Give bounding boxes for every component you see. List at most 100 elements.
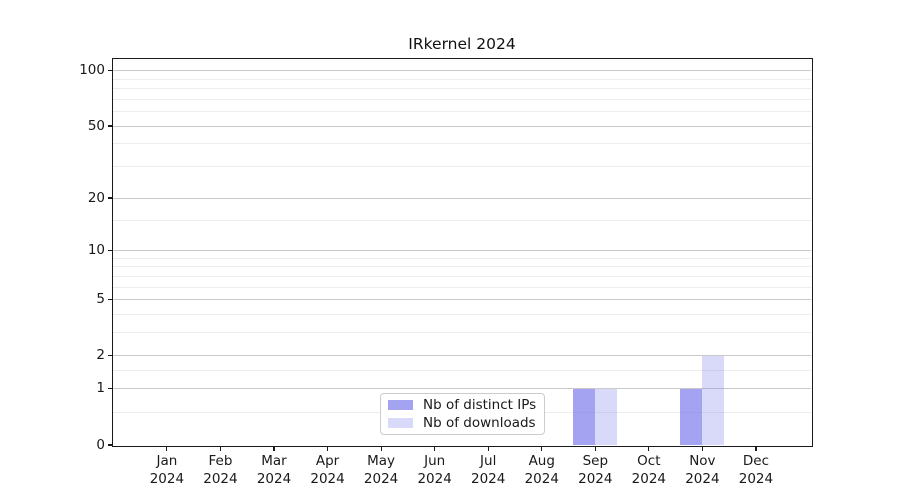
gridline-major bbox=[113, 250, 811, 251]
y-tick bbox=[107, 249, 112, 252]
y-tick bbox=[107, 299, 112, 301]
gridline-minor bbox=[113, 165, 811, 167]
x-tick-label: Aug 2024 bbox=[510, 453, 574, 488]
x-tick-label: Jul 2024 bbox=[456, 453, 520, 488]
y-tick bbox=[107, 125, 112, 127]
gridline-major bbox=[113, 388, 811, 390]
x-tick-year: 2024 bbox=[310, 470, 345, 487]
gridline-major bbox=[113, 197, 811, 199]
y-tick-label: 5 bbox=[96, 291, 105, 308]
chart-title: IRkernel 2024 bbox=[408, 35, 516, 53]
gridline-major bbox=[113, 299, 811, 301]
legend-label-distinct-ips: Nb of distinct IPs bbox=[423, 397, 537, 414]
x-tick-year: 2024 bbox=[149, 470, 185, 487]
x-tick-month: Mar bbox=[261, 453, 287, 469]
bar-downloads bbox=[702, 355, 725, 445]
x-tick-month: Feb bbox=[208, 453, 233, 469]
x-tick-label: Jan 2024 bbox=[135, 453, 199, 488]
gridline-minor bbox=[113, 286, 811, 288]
y-tick-label: 100 bbox=[79, 62, 105, 79]
x-tick-year: 2024 bbox=[631, 470, 667, 487]
x-tick-label: Mar 2024 bbox=[242, 453, 306, 488]
gridline-minor bbox=[113, 98, 811, 100]
gridline-minor bbox=[113, 78, 811, 80]
x-tick bbox=[701, 446, 703, 451]
x-tick-label: Nov 2024 bbox=[670, 453, 734, 488]
x-tick bbox=[755, 446, 757, 451]
y-tick bbox=[107, 444, 112, 446]
gridline-minor bbox=[113, 370, 811, 372]
plot-border bbox=[111, 57, 813, 447]
x-tick bbox=[380, 446, 382, 451]
gridline-minor bbox=[113, 219, 811, 221]
x-tick-year: 2024 bbox=[256, 470, 292, 487]
x-tick-month: Oct bbox=[637, 453, 661, 469]
x-tick bbox=[166, 446, 168, 451]
y-tick bbox=[107, 388, 112, 390]
y-tick-label: 1 bbox=[96, 380, 105, 397]
y-tick-label: 20 bbox=[87, 189, 105, 206]
legend-label-downloads: Nb of downloads bbox=[423, 414, 536, 431]
x-tick-year: 2024 bbox=[578, 470, 613, 487]
bar-downloads bbox=[595, 388, 618, 445]
x-tick bbox=[326, 446, 329, 451]
x-tick bbox=[219, 446, 222, 451]
y-tick-label: 50 bbox=[87, 117, 105, 134]
x-tick-label: Dec 2024 bbox=[724, 453, 788, 488]
gridline-minor bbox=[113, 143, 811, 145]
y-tick bbox=[107, 70, 112, 72]
x-tick-label: Sep 2024 bbox=[563, 453, 627, 488]
y-tick bbox=[107, 197, 112, 199]
gridline-minor bbox=[113, 266, 811, 268]
x-tick-month: Nov bbox=[689, 453, 716, 469]
x-tick-year: 2024 bbox=[685, 470, 720, 487]
x-tick-year: 2024 bbox=[524, 470, 559, 487]
x-tick-year: 2024 bbox=[417, 470, 452, 487]
x-tick-year: 2024 bbox=[363, 470, 399, 487]
x-tick-month: May bbox=[367, 453, 396, 469]
x-tick-month: Jan bbox=[156, 453, 178, 469]
x-tick-month: Dec bbox=[742, 453, 769, 469]
y-tick-label: 0 bbox=[96, 436, 105, 453]
legend-swatch-distinct-ips bbox=[388, 400, 413, 411]
legend: Nb of distinct IPs Nb of downloads bbox=[380, 393, 545, 435]
x-tick-month: Aug bbox=[528, 453, 555, 469]
gridline-minor bbox=[113, 88, 811, 90]
gridline-minor bbox=[113, 275, 811, 277]
x-tick bbox=[541, 446, 543, 451]
x-tick-label: May 2024 bbox=[349, 453, 413, 488]
bar-distinct-ips bbox=[573, 388, 596, 445]
gridline-minor bbox=[113, 257, 811, 259]
y-tick-label: 10 bbox=[87, 242, 105, 258]
bar-distinct-ips bbox=[680, 388, 703, 445]
x-tick-year: 2024 bbox=[203, 470, 238, 487]
legend-item-distinct-ips: Nb of distinct IPs bbox=[388, 397, 537, 413]
x-tick-label: Oct 2024 bbox=[617, 453, 681, 488]
y-tick bbox=[107, 355, 112, 357]
x-tick bbox=[273, 446, 275, 451]
x-tick bbox=[594, 446, 596, 451]
x-tick-year: 2024 bbox=[738, 470, 774, 487]
x-tick-month: Apr bbox=[315, 453, 340, 469]
legend-swatch-downloads bbox=[388, 417, 413, 428]
gridline-major bbox=[113, 125, 811, 127]
x-tick-label: Jun 2024 bbox=[403, 453, 467, 488]
gridline-minor bbox=[113, 332, 811, 334]
x-tick bbox=[648, 446, 650, 451]
x-tick-month: Jul bbox=[480, 453, 497, 469]
x-tick-month: Jun bbox=[424, 453, 446, 469]
gridline-major bbox=[113, 355, 811, 357]
x-tick bbox=[434, 446, 436, 451]
gridline-major bbox=[113, 70, 811, 72]
x-tick-label: Feb 2024 bbox=[188, 453, 252, 488]
gridline-minor bbox=[113, 313, 811, 315]
x-tick-month: Sep bbox=[582, 453, 609, 469]
x-tick-year: 2024 bbox=[471, 470, 506, 487]
x-tick bbox=[487, 446, 489, 451]
legend-item-downloads: Nb of downloads bbox=[388, 415, 537, 431]
gridline-minor bbox=[113, 111, 811, 113]
y-tick-label: 2 bbox=[96, 347, 105, 364]
x-tick-label: Apr 2024 bbox=[296, 453, 360, 488]
